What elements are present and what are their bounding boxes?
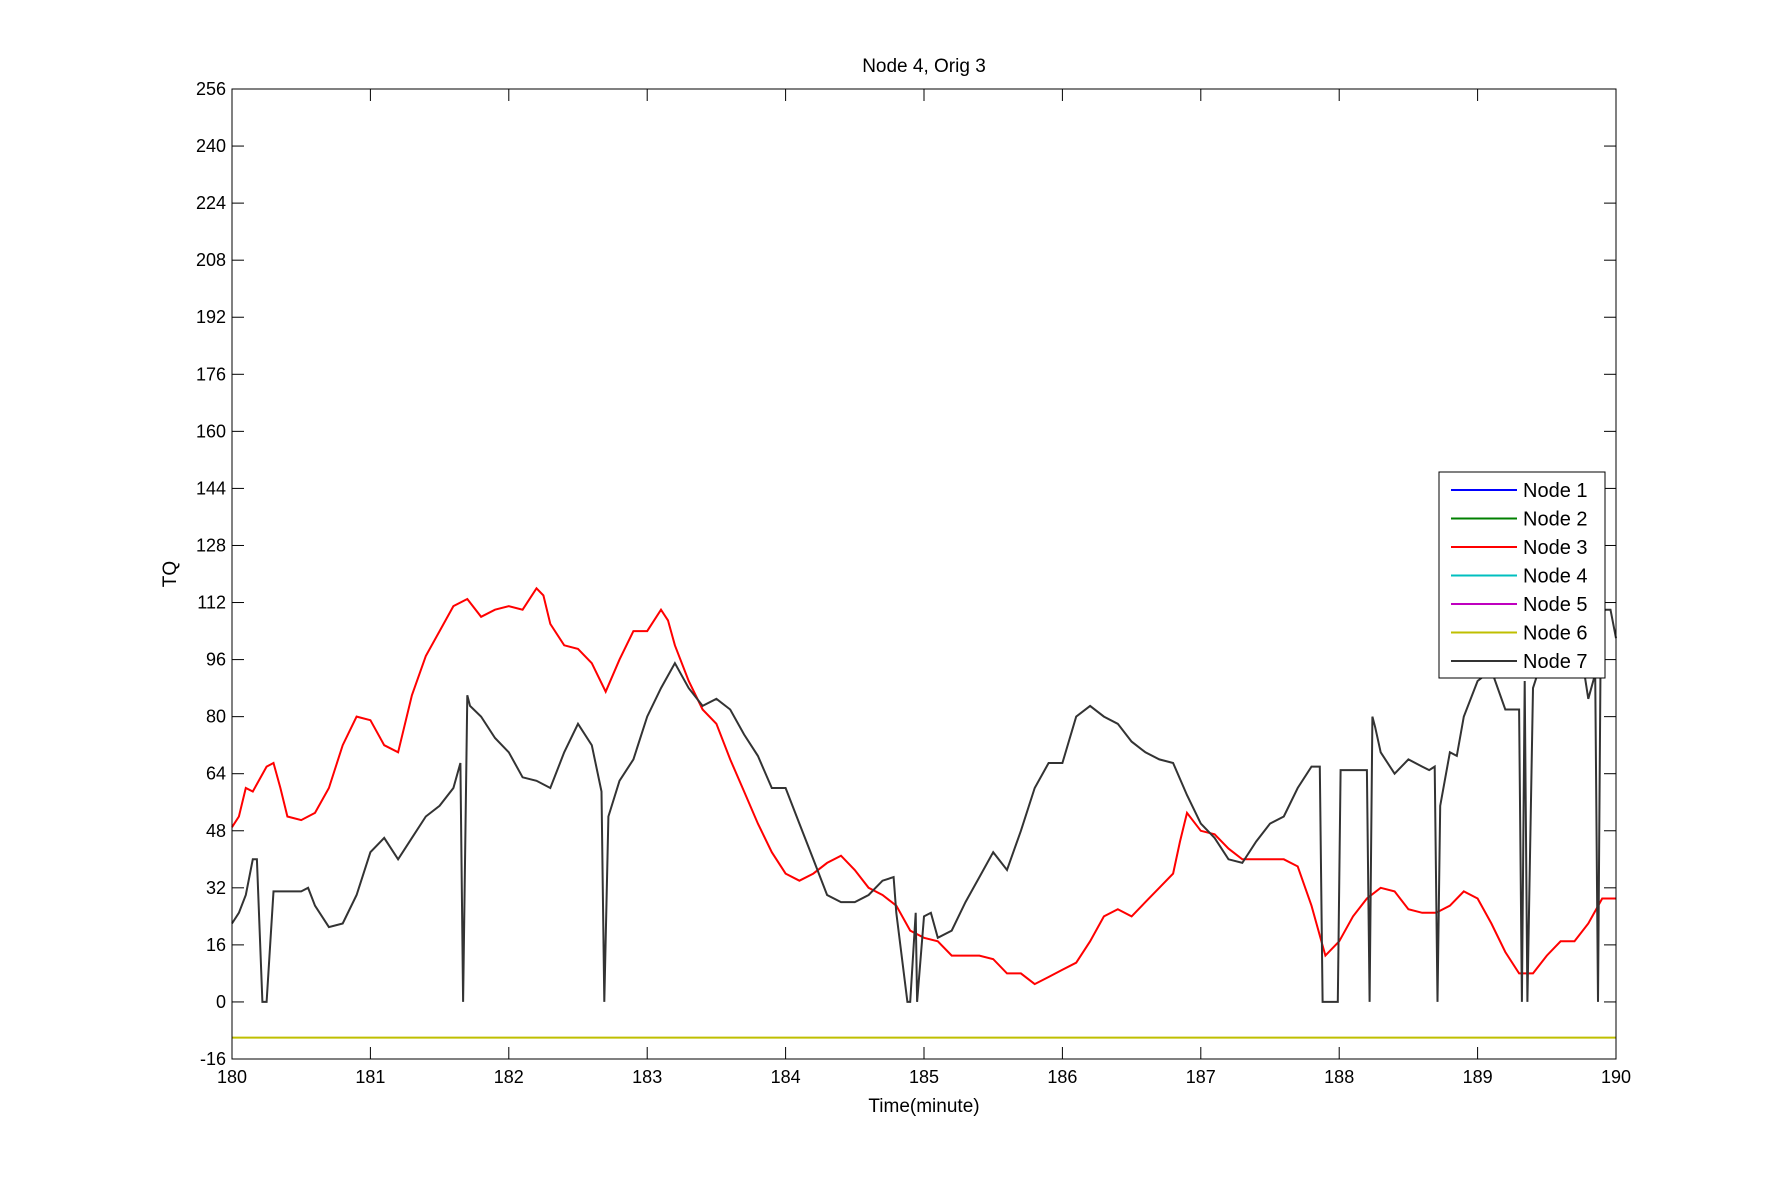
y-tick-label: 128: [196, 535, 226, 555]
y-tick-label: 48: [206, 821, 226, 841]
y-tick-label: 160: [196, 421, 226, 441]
x-tick-label: 182: [494, 1067, 524, 1087]
chart-title: Node 4, Orig 3: [862, 56, 986, 77]
y-tick-label: 112: [197, 593, 226, 613]
y-tick-label: 64: [206, 764, 226, 784]
x-tick-label: 189: [1463, 1067, 1493, 1087]
legend-label-3: Node 3: [1523, 537, 1588, 559]
legend-label-1: Node 1: [1523, 480, 1588, 502]
x-tick-label: 190: [1601, 1067, 1631, 1087]
x-tick-label: 180: [217, 1067, 247, 1087]
x-axis-label: Time(minute): [868, 1096, 979, 1117]
y-tick-label: -16: [200, 1049, 226, 1069]
y-tick-label: 224: [196, 193, 226, 213]
y-tick-label: 208: [196, 250, 226, 270]
y-tick-label: 0: [216, 992, 226, 1012]
x-tick-label: 185: [909, 1067, 939, 1087]
y-axis-label: TQ: [160, 561, 181, 587]
y-tick-label: 80: [206, 707, 226, 727]
series-line-7: [231, 608, 1617, 1003]
x-tick-label: 188: [1324, 1067, 1354, 1087]
y-tick-label: 256: [196, 79, 226, 99]
x-tick-label: 187: [1186, 1067, 1216, 1087]
x-tick-label: 183: [632, 1067, 662, 1087]
x-tick-label: 184: [771, 1067, 801, 1087]
y-tick-label: 192: [196, 307, 226, 327]
legend-label-6: Node 6: [1523, 623, 1588, 645]
legend-label-2: Node 2: [1523, 509, 1588, 531]
legend: Node 1 Node 2 Node 3 Node 4 Node 5 Node 6 Node…: [1438, 471, 1606, 679]
x-tick-label: 181: [355, 1067, 385, 1087]
legend-label-4: Node 4: [1523, 566, 1588, 588]
y-tick-label: 96: [206, 650, 226, 670]
y-tick-label: 32: [206, 878, 226, 898]
y-tick-label: 240: [196, 136, 226, 156]
y-tick-label: 176: [196, 364, 226, 384]
x-tick-label: 186: [1047, 1067, 1077, 1087]
legend-label-5: Node 5: [1523, 594, 1588, 616]
y-tick-label: 144: [196, 478, 226, 498]
legend-label-7: Node 7: [1523, 651, 1588, 673]
y-tick-label: 16: [206, 935, 226, 955]
